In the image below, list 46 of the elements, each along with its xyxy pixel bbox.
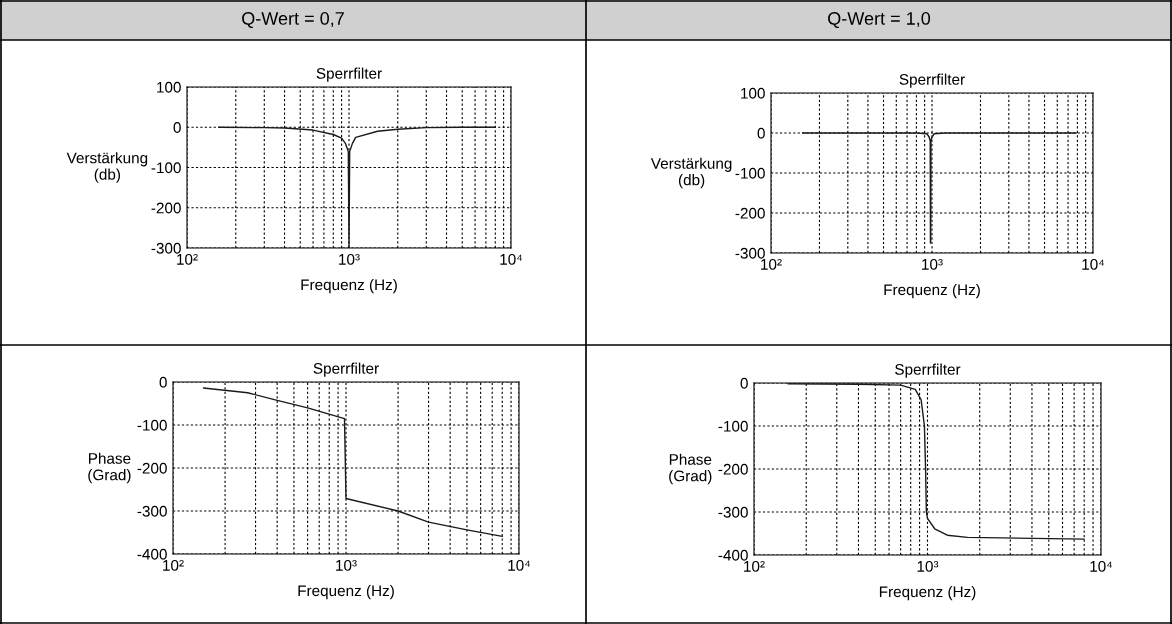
y-tick-label: -300	[151, 242, 181, 254]
y-tick-label: -200	[151, 202, 181, 214]
text: Q-Wert = 0,7	[242, 12, 344, 29]
x-axis-title: Frequenz (Hz)	[884, 283, 980, 299]
y-tick-label: -200	[718, 463, 748, 475]
x-axis-title: Frequenz (Hz)	[879, 585, 976, 601]
x-tick-label: 10⁴	[508, 559, 531, 571]
x-tick-label: 10²	[761, 258, 782, 270]
x-tick-label: 10²	[744, 560, 765, 572]
x-tick-label: 10⁴	[500, 253, 523, 265]
x-tick-label: 10²	[177, 253, 198, 265]
y-tick-label: -200	[137, 462, 167, 474]
x-tick-label: 10⁴	[1090, 560, 1113, 572]
y-tick-label: 0	[740, 377, 748, 389]
x-tick-label: 10³	[336, 559, 357, 571]
y-tick-label: 0	[173, 122, 181, 133]
y-tick-label: 0	[159, 376, 167, 388]
y-tick-label: -400	[137, 548, 167, 560]
x-tick-label: 10²	[163, 559, 184, 571]
y-tick-label: 100	[741, 87, 765, 99]
y-tick-label: -300	[137, 505, 167, 517]
x-tick-label: 10⁴	[1082, 258, 1105, 270]
x-axis-title: Frequenz (Hz)	[298, 584, 394, 600]
text: Q-Wert = 1,0	[828, 12, 931, 29]
y-tick-label: -200	[735, 207, 765, 219]
y-tick-label: -300	[735, 247, 765, 259]
x-tick-label: 10³	[922, 258, 943, 270]
y-tick-label: -100	[151, 162, 181, 174]
y-tick-label: -400	[718, 549, 748, 561]
y-tick-label: -100	[137, 419, 167, 431]
y-axis-title: Verstärkung (db)	[66, 152, 148, 183]
y-tick-label: -100	[718, 420, 748, 432]
chart-title: Sperrfilter	[316, 67, 382, 82]
y-axis-title: Phase (Grad)	[88, 452, 131, 484]
y-tick-label: 0	[757, 127, 765, 139]
chart-title: Sperrfilter	[313, 362, 379, 377]
chart-title: Sperrfilter	[899, 73, 965, 88]
x-tick-label: 10³	[917, 560, 939, 572]
y-tick-label: -100	[735, 167, 765, 179]
y-tick-label: 100	[157, 81, 181, 93]
y-axis-title: Phase (Grad)	[669, 453, 712, 485]
x-axis-title: Frequenz (Hz)	[301, 278, 397, 294]
x-tick-label: 10³	[339, 253, 360, 265]
y-tick-label: -300	[718, 506, 748, 518]
chart-title: Sperrfilter	[895, 363, 961, 378]
y-axis-title: Verstärkung (db)	[650, 157, 732, 189]
